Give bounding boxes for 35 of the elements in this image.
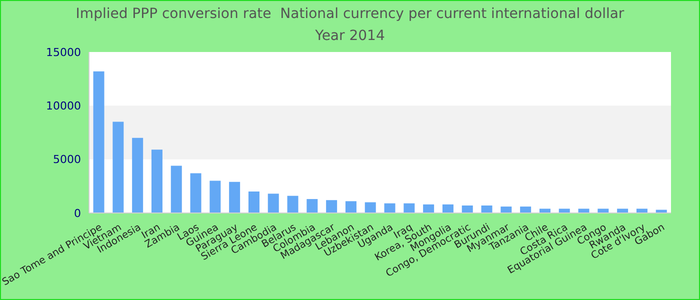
y-tick-label: 15000 (46, 46, 81, 59)
bar (442, 204, 454, 213)
y-tick-label: 5000 (53, 153, 81, 166)
bar (636, 208, 648, 213)
bar (598, 208, 609, 213)
bar (210, 180, 221, 213)
bar (578, 208, 590, 213)
bar (132, 138, 144, 213)
bar (520, 206, 532, 213)
bar (384, 203, 396, 213)
bar (539, 208, 550, 213)
bar (151, 150, 162, 213)
bar (170, 166, 182, 213)
bar (617, 208, 628, 213)
bar (364, 202, 376, 213)
bar (190, 173, 202, 213)
bar (229, 182, 240, 213)
bar (326, 200, 338, 213)
bar (93, 71, 104, 213)
bar (462, 205, 473, 213)
bar (112, 122, 124, 213)
bar (404, 203, 415, 213)
bar (481, 205, 492, 213)
bar (345, 201, 356, 213)
bar (268, 194, 279, 213)
bar (248, 192, 260, 213)
bar (306, 199, 318, 213)
bar (423, 204, 434, 213)
y-tick-label: 0 (74, 206, 81, 220)
chart-title: Implied PPP conversion rate National currency per current international dollar (74, 5, 626, 24)
chart-subtitle: Year 2014 (314, 27, 386, 46)
bar (558, 208, 570, 213)
bar (500, 206, 512, 213)
bar (287, 196, 298, 213)
y-tick-label: 10000 (46, 100, 81, 113)
